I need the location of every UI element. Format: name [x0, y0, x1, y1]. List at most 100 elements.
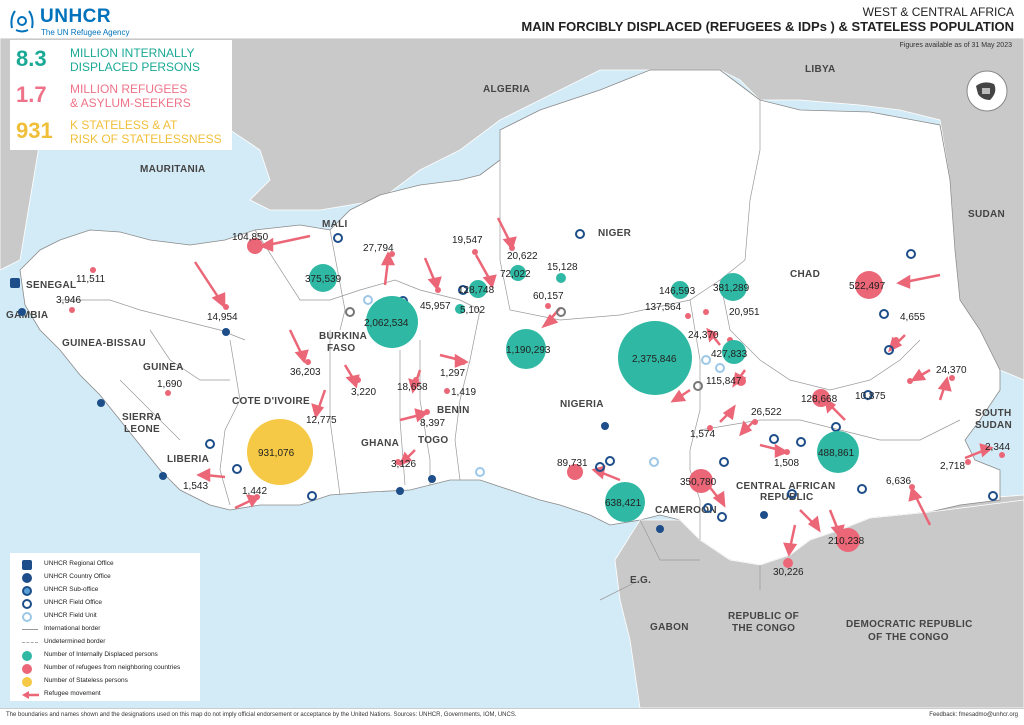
label-chad: CHAD: [790, 269, 820, 280]
value-label: 1,442: [242, 486, 267, 497]
feedback-contact[interactable]: Feedback: fmesadmo@unhcr.org: [929, 712, 1018, 718]
legend-label: Number of Internally Displaced persons: [44, 651, 158, 658]
label-libya: LIBYA: [805, 64, 836, 75]
value-idp-burkina: 2,062,534: [364, 318, 409, 329]
legend-label: UNHCR Sub-office: [44, 586, 99, 593]
locator-globe-icon: [966, 70, 1008, 112]
label-benin: BENIN: [437, 405, 470, 416]
label-eg: E.G.: [630, 575, 651, 586]
stat-stateless: 931 K STATELESS & AT RISK OF STATELESSNE…: [10, 116, 232, 148]
stateless-circle-icon: [22, 677, 32, 687]
gray-markers: [345, 307, 703, 391]
stats-panel: 8.3 MILLION INTERNALLY DISPLACED PERSONS…: [10, 40, 232, 150]
label-mauritania: MAURITANIA: [140, 164, 206, 175]
label-senegal: SENEGAL: [26, 280, 76, 291]
value-label: 1,574: [690, 429, 715, 440]
value-label: 10,875: [855, 391, 886, 402]
field-unit-icon: [22, 612, 32, 622]
country-labels: MAURITANIA ALGERIA LIBYA MALI NIGER CHAD…: [6, 64, 1012, 643]
legend-label: Number of Stateless persons: [44, 677, 128, 684]
value-idp-nigeria-ne: 2,375,846: [632, 354, 677, 365]
value-label: 6,636: [886, 476, 911, 487]
legend-item: UNHCR Regional Office: [16, 559, 200, 570]
label-liberia: LIBERIA: [167, 454, 209, 465]
value-labels: 375,539 2,062,534 128,748 72,022 1,190,2…: [56, 232, 1010, 578]
logo-name: UNHCR: [40, 6, 112, 27]
label-niger: NIGER: [598, 228, 632, 239]
legend-item: Refugee movement: [16, 689, 200, 700]
label-car-2: REPUBLIC: [760, 492, 814, 503]
value-idp-mali: 375,539: [305, 274, 342, 285]
value-label: 1,297: [440, 368, 465, 379]
value-idp-cameroon: 638,421: [605, 498, 642, 509]
refugee-circles: [247, 238, 883, 568]
page-title: MAIN FORCIBLY DISPLACED (REFUGEES & IDPs…: [521, 19, 1014, 34]
value-label: 4,655: [900, 312, 925, 323]
label-gambia: GAMBIA: [6, 310, 48, 321]
value-label: 18,658: [397, 382, 428, 393]
value-ref-car-2: 128,668: [801, 394, 838, 405]
label-algeria: ALGERIA: [483, 84, 530, 95]
legend-label: UNHCR Field Unit: [44, 612, 97, 619]
label-roc-1: REPUBLIC OF: [728, 611, 799, 622]
label-burkina-2: FASO: [327, 343, 355, 354]
stat-stateless-text-2: RISK OF STATELESSNESS: [70, 132, 222, 146]
value-idp-niger-2: 72,022: [500, 269, 531, 280]
value-label: 11,511: [76, 274, 106, 285]
value-ref-drc: 210,238: [828, 536, 865, 547]
value-label: 24,370: [936, 365, 967, 376]
stateless-circle: [247, 419, 313, 485]
legend-item: UNHCR Sub-office: [16, 585, 200, 596]
value-idp-niger-w: 128,748: [458, 285, 495, 296]
value-ref-cameroon: 89,731: [557, 458, 588, 469]
legend-item: Number of refugees from neighboring coun…: [16, 663, 200, 674]
region-label: WEST & CENTRAL AFRICA: [862, 5, 1014, 19]
movement-arrow-icon: [22, 691, 39, 699]
value-label: 12,775: [306, 415, 337, 426]
field-office-icon: [22, 599, 32, 609]
value-stateless-ci: 931,076: [258, 448, 295, 459]
label-mali: MALI: [322, 219, 348, 230]
regional-office-icon: [22, 560, 32, 570]
legend: UNHCR Regional Office UNHCR Country Offi…: [10, 553, 200, 701]
value-label: 1,508: [774, 458, 799, 469]
value-label: 1,690: [157, 379, 182, 390]
idp-circle-icon: [22, 651, 32, 661]
figures-date: Figures available as of 31 May 2023: [899, 42, 1012, 49]
label-ghana: GHANA: [361, 438, 399, 449]
stat-refugees-number: 1.7: [16, 82, 47, 107]
label-south-sudan-1: SOUTH: [975, 408, 1012, 419]
value-ref-chad-east: 522,497: [849, 281, 886, 292]
legend-item: International border: [16, 624, 200, 635]
value-label: 3,126: [391, 459, 416, 470]
stat-stateless-text-1: K STATELESS & AT: [70, 118, 178, 132]
value-idp-chad-1: 381,289: [713, 283, 750, 294]
value-label: 3,220: [351, 387, 376, 398]
footer: The boundaries and names shown and the d…: [0, 708, 1024, 725]
legend-item: Number of Internally Displaced persons: [16, 650, 200, 661]
value-label: 137,564: [645, 302, 682, 313]
legend-label: Refugee movement: [44, 690, 101, 697]
value-label: 24,370: [688, 330, 719, 341]
stat-refugees-text-1: MILLION REFUGEES: [70, 82, 188, 96]
international-border-icon: [22, 629, 38, 630]
regional-office-markers: [10, 278, 20, 288]
value-label: 14,954: [207, 312, 238, 323]
value-ref-car-1: 350,780: [680, 477, 717, 488]
value-label: 20,622: [507, 251, 538, 262]
label-guinea: GUINEA: [143, 362, 184, 373]
value-label: 15,128: [547, 262, 578, 273]
stat-idp-text-1: MILLION INTERNALLY: [70, 46, 195, 60]
value-label: 2,718: [940, 461, 965, 472]
value-label: 8,397: [420, 418, 445, 429]
value-label: 3,946: [56, 295, 81, 306]
label-togo: TOGO: [418, 435, 448, 446]
value-label: 115,847: [706, 376, 742, 387]
stat-stateless-number: 931: [16, 118, 53, 143]
office-markers: [205, 229, 998, 522]
label-cote-divoire: COTE D'IVOIRE: [232, 396, 310, 407]
stat-idp-text-2: DISPLACED PERSONS: [70, 60, 201, 74]
label-cameroon: CAMEROON: [655, 505, 717, 516]
value-idp-nigeria-nw: 1,190,293: [506, 345, 551, 356]
label-gabon: GABON: [650, 622, 689, 633]
